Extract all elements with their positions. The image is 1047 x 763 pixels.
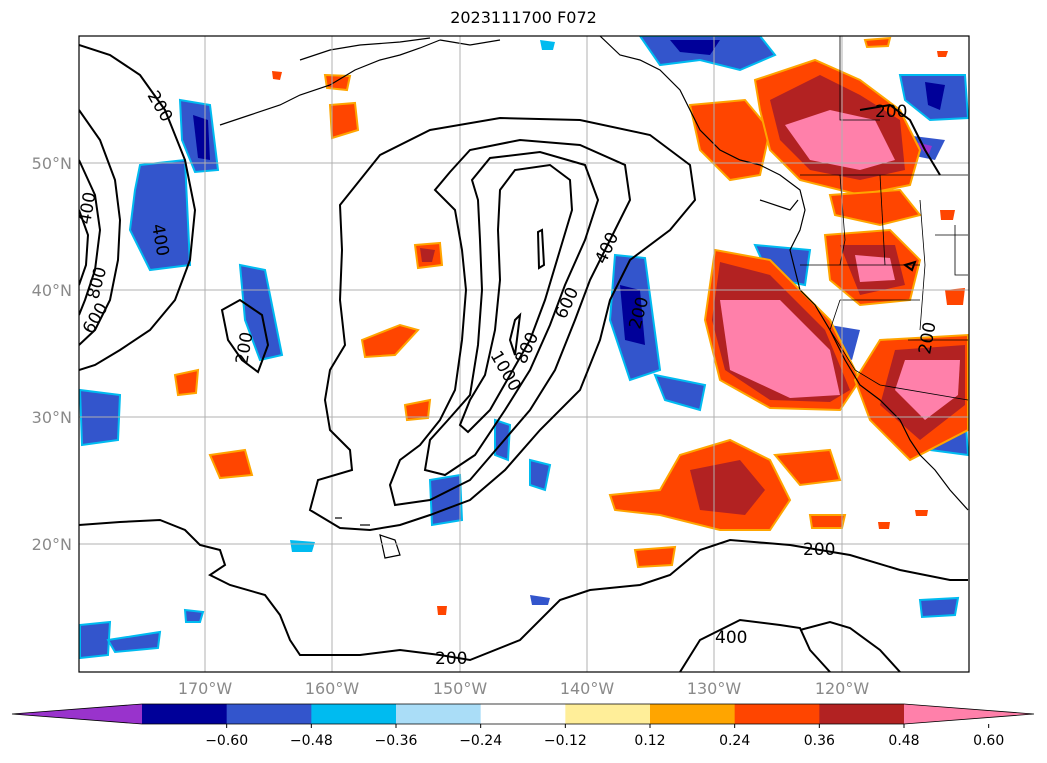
- coastlines: [219, 36, 969, 559]
- colorbar-tick-label: 0.36: [804, 733, 835, 749]
- colorbar-tick-label: −0.48: [290, 733, 333, 749]
- graticule: [79, 36, 969, 672]
- lon-label: 170°W: [178, 679, 233, 698]
- colorbar-swatch: [734, 704, 820, 724]
- colorbar-swatch: [480, 704, 566, 724]
- lon-label: 130°W: [687, 679, 742, 698]
- contour-lines: [79, 44, 968, 672]
- contour-label: 200: [435, 649, 467, 669]
- lon-label: 160°W: [305, 679, 360, 698]
- colorbar-swatch: [650, 704, 736, 724]
- colorbar-tick-label: 0.60: [973, 733, 1004, 749]
- colorbar-swatch: [226, 704, 312, 724]
- lat-label: 40°N: [32, 281, 72, 300]
- contour-label: 400: [715, 628, 747, 648]
- contour-label: 400: [75, 190, 100, 225]
- colorbar-swatch: [819, 704, 905, 724]
- contour-label: 200: [803, 540, 835, 560]
- plot-frame: [78, 35, 970, 673]
- colorbar-tick-label: 0.12: [634, 733, 665, 749]
- positive-anomaly-fill: [173, 36, 969, 615]
- latitude-labels: 50°N 40°N 30°N 20°N: [32, 154, 72, 554]
- colorbar-tick-label: 0.24: [719, 733, 750, 749]
- colorbar-tick-label: −0.24: [459, 733, 502, 749]
- lon-label: 150°W: [433, 679, 488, 698]
- lon-label: 140°W: [560, 679, 615, 698]
- longitude-labels: 170°W 160°W 150°W 140°W 130°W 120°W: [178, 679, 870, 698]
- colorbar-swatch: [311, 704, 397, 724]
- colorbar-tick-label: 0.48: [888, 733, 919, 749]
- contour-label: 200: [875, 102, 907, 122]
- colorbar-swatch: [565, 704, 651, 724]
- map-title: 2023111700 F072: [450, 8, 597, 27]
- colorbar-tick-label: −0.36: [375, 733, 418, 749]
- lat-label: 20°N: [32, 535, 72, 554]
- lat-label: 30°N: [32, 408, 72, 427]
- colorbar-swatch: [142, 704, 228, 724]
- colorbar-outline: [11, 703, 1035, 725]
- colorbar-swatch: [396, 704, 482, 724]
- colorbar-extend-high: [904, 704, 1034, 724]
- colorbar-tick-label: −0.60: [205, 733, 248, 749]
- lon-label: 120°W: [815, 679, 870, 698]
- colorbar-extend-low: [12, 704, 142, 724]
- lat-label: 50°N: [32, 154, 72, 173]
- colorbar-tick-label: −0.12: [544, 733, 587, 749]
- colorbar: −0.60 −0.48 −0.36 −0.24 −0.12 0.12 0.24 0.36 0.4…: [11, 703, 1035, 749]
